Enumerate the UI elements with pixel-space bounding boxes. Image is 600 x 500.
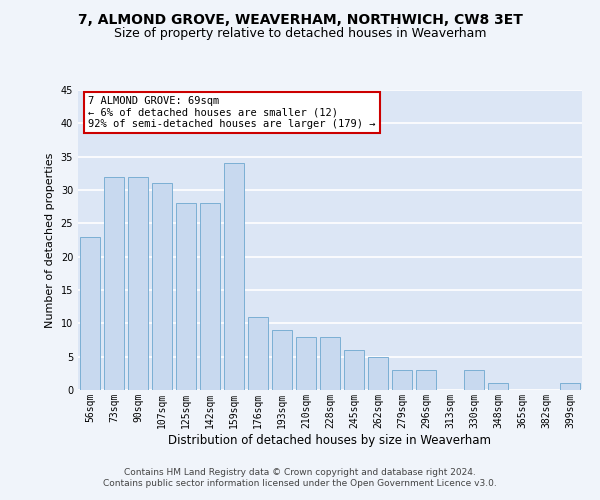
Text: Contains HM Land Registry data © Crown copyright and database right 2024.
Contai: Contains HM Land Registry data © Crown c… (103, 468, 497, 487)
Bar (104, 176, 124, 390)
Bar (200, 204, 220, 390)
Text: Size of property relative to detached houses in Weaverham: Size of property relative to detached ho… (114, 28, 486, 40)
Bar (248, 316, 268, 390)
Bar (368, 356, 388, 390)
X-axis label: Distribution of detached houses by size in Weaverham: Distribution of detached houses by size … (169, 434, 491, 446)
Bar (296, 336, 316, 390)
Bar (80, 236, 100, 390)
Bar (464, 370, 484, 390)
Bar (488, 384, 508, 390)
Y-axis label: Number of detached properties: Number of detached properties (45, 152, 55, 328)
Text: 7, ALMOND GROVE, WEAVERHAM, NORTHWICH, CW8 3ET: 7, ALMOND GROVE, WEAVERHAM, NORTHWICH, C… (77, 12, 523, 26)
Bar (176, 204, 196, 390)
Bar (344, 350, 364, 390)
Bar (416, 370, 436, 390)
Bar (224, 164, 244, 390)
Bar (320, 336, 340, 390)
Bar (560, 384, 580, 390)
Text: 7 ALMOND GROVE: 69sqm
← 6% of detached houses are smaller (12)
92% of semi-detac: 7 ALMOND GROVE: 69sqm ← 6% of detached h… (88, 96, 376, 129)
Bar (128, 176, 148, 390)
Bar (272, 330, 292, 390)
Bar (392, 370, 412, 390)
Bar (152, 184, 172, 390)
